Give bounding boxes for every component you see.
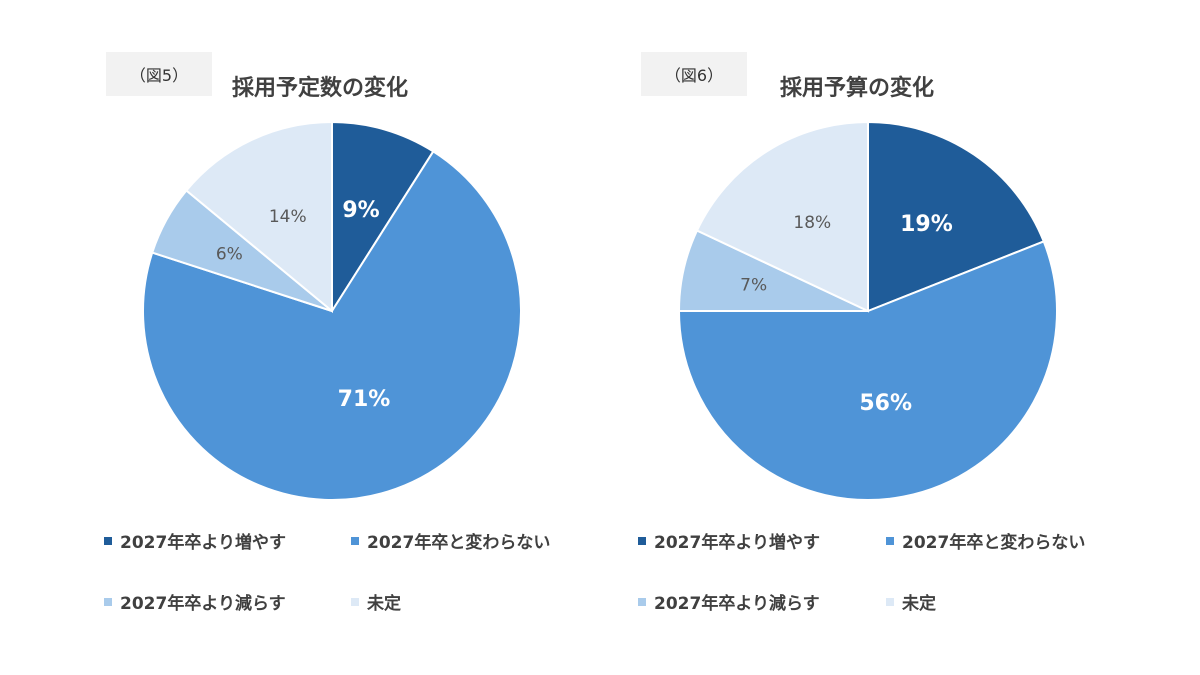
legend-swatch	[351, 597, 359, 606]
figure-label: （図5）	[106, 52, 212, 96]
data-label-decrease: 6%	[216, 245, 243, 265]
legend-swatch	[104, 597, 112, 606]
data-label-same: 56%	[859, 391, 912, 416]
legend-label: 2027年卒より増やす	[654, 533, 820, 553]
legend-swatch	[351, 536, 359, 545]
data-label-increase: 19%	[900, 212, 953, 237]
legend-item-increase: 2027年卒より増やす	[104, 528, 286, 553]
legend-item-decrease: 2027年卒より減らす	[638, 589, 820, 614]
slice-undecided	[695, 120, 869, 313]
legend-label: 2027年卒より減らす	[120, 594, 286, 614]
slice-same	[677, 240, 1058, 501]
legend-item-same: 2027年卒と変わらない	[886, 528, 1085, 553]
legend-label: 2027年卒と変わらない	[367, 533, 551, 553]
legend-item-same: 2027年卒と変わらない	[351, 528, 550, 553]
data-label-decrease: 7%	[740, 275, 767, 295]
slice-increase	[331, 120, 435, 315]
legend-item-decrease: 2027年卒より減らす	[104, 589, 286, 614]
data-label-increase: 9%	[342, 198, 379, 223]
legend-label: 未定	[902, 594, 936, 614]
slice-same	[142, 150, 522, 501]
legend-label: 2027年卒より増やす	[120, 533, 286, 553]
chart-panel-right: （図6） 採用予算の変化 19% 56% 7% 18% 2027年卒より増やす 202…	[600, 0, 1200, 675]
chart-title: 採用予定数の変化	[232, 76, 409, 101]
legend-label: 2027年卒と変わらない	[902, 533, 1086, 553]
legend-item-undecided: 未定	[886, 589, 936, 614]
legend-item-undecided: 未定	[351, 589, 401, 614]
data-label-undecided: 18%	[793, 213, 831, 233]
data-label-same: 71%	[338, 387, 391, 412]
legend-item-increase: 2027年卒より増やす	[638, 528, 820, 553]
legend-label: 未定	[367, 594, 401, 614]
data-label-undecided: 14%	[269, 207, 307, 227]
pie-chart: 19% 56% 7% 18%	[677, 120, 1058, 501]
pie-chart: 9% 71% 6% 14%	[142, 120, 522, 501]
slice-undecided	[184, 120, 333, 314]
legend-swatch	[886, 536, 894, 545]
legend-swatch	[104, 536, 112, 545]
chart-panel-left: （図5） 採用予定数の変化 9% 71% 6% 14% 2027年卒より増やす 202…	[104, 52, 550, 614]
legend-label: 2027年卒より減らす	[654, 594, 820, 614]
legend-swatch	[638, 536, 646, 545]
slice-increase	[867, 120, 1046, 313]
chart-title: 採用予算の変化	[780, 76, 935, 101]
legend-swatch	[638, 597, 646, 606]
legend-swatch	[886, 597, 894, 606]
figure-label: （図6）	[641, 52, 747, 96]
